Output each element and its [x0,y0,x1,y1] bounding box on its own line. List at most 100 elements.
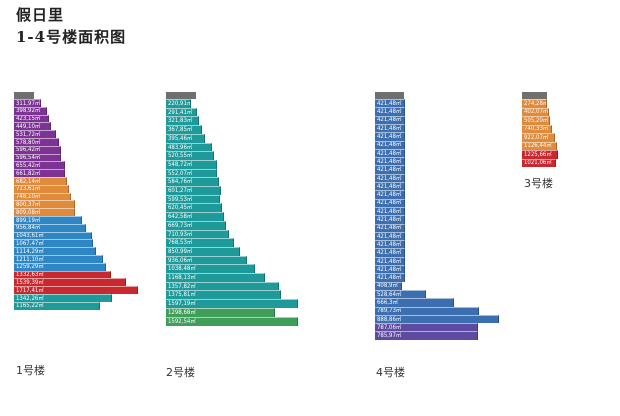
floor-area-label: 421,48㎡ [377,174,402,182]
floor-area-label: 1342,26㎡ [16,294,44,302]
floor-bar: 421,48㎡ [375,223,405,233]
building-1-label: 1号楼 [16,364,45,377]
floor-area-label: 421,48㎡ [377,257,402,265]
floor-bar: 599,53㎡ [166,194,221,204]
floor-area-label: 421,48㎡ [377,249,402,257]
floor-area-label: 548,72㎡ [168,160,193,168]
floor-bar: 421,48㎡ [375,99,405,108]
floor-area-label: 1298,68㎡ [168,308,196,316]
floor-bar: 421,48㎡ [375,123,405,133]
floor-area-label: 956,84㎡ [16,224,41,232]
floor-area-label: 1225,66㎡ [524,150,552,158]
floor-area-label: 655,42㎡ [16,161,41,169]
floor-area-label: 552,07㎡ [168,169,193,177]
floor-area-label: 661,82㎡ [16,169,41,177]
floor-bar: 423,15㎡ [14,114,49,123]
floor-area-label: 421,48㎡ [377,265,402,273]
floor-bar: 421,48㎡ [375,198,405,208]
roof-cap [522,92,547,99]
floor-area-label: 620,45㎡ [168,204,193,212]
floor-area-label: 421,48㎡ [377,99,402,107]
floor-area-label: 748,10㎡ [16,193,41,201]
floor-bar: 1168,13㎡ [166,273,265,283]
floor-bar: 922,07㎡ [522,133,555,142]
floor-bar: 710,93㎡ [166,229,230,239]
floor-area-label: 850,99㎡ [168,247,193,255]
floor-area-label: 787,06㎡ [377,323,402,331]
floor-bar: 449,10㎡ [14,122,51,131]
floor-bar: 748,10㎡ [14,192,72,201]
floor-area-label: 669,73㎡ [168,221,193,229]
floor-area-label: 1038,48㎡ [168,265,196,273]
floor-area-label: 740,33㎡ [524,125,549,133]
floor-area-label: 1021,06㎡ [524,159,552,167]
floor-area-label: 1332,63㎡ [16,271,44,279]
floor-area-label: 395,46㎡ [168,134,193,142]
floor-bar: 713,61㎡ [14,184,69,193]
floor-area-label: 402,07㎡ [524,108,549,116]
floor-bar: 552,07㎡ [166,168,217,178]
floor-area-label: 520,55㎡ [168,152,193,160]
floor-bar: 421,48㎡ [375,215,405,224]
floor-bar: 642,58㎡ [166,212,224,222]
floor-bar: 620,45㎡ [166,203,223,213]
building-4-label: 4号楼 [376,366,405,379]
floor-bar: 740,33㎡ [522,124,553,134]
floor-bar: 421,48㎡ [375,206,405,216]
floor-bar: 1332,63㎡ [14,270,112,279]
floor-area-label: 421,48㎡ [377,108,402,116]
floor-bar: 936,06㎡ [166,255,247,265]
floor-bar: 1298,68㎡ [166,307,275,317]
floor-area-label: 421,48㎡ [377,182,402,190]
floor-area-label: 1597,19㎡ [168,300,196,308]
floor-bar: 1259,29㎡ [14,262,107,271]
floor-bar: 421,48㎡ [375,190,405,199]
floor-bar: 1038,48㎡ [166,264,255,274]
building-3-stack: 274,28㎡ 402,07㎡ 505,20㎡ 740,33㎡ 922,07㎡ 1126,… [522,92,558,168]
floor-area-label: 1592,54㎡ [168,317,196,325]
floor-bar: 1165,22㎡ [14,301,100,310]
floor-bar: 655,42㎡ [14,161,65,170]
floor-bar: 682,14㎡ [14,177,67,186]
floor-bar: 1211,10㎡ [14,255,104,264]
floor-bar: 531,72㎡ [14,130,57,139]
floor-bar: 421,48㎡ [375,248,405,258]
floor-area-label: 311,97㎡ [16,99,41,107]
floor-bar: 421,48㎡ [375,173,405,183]
building-2-label: 2号楼 [166,366,195,379]
floor-area-label: 398,92㎡ [16,107,41,115]
floor-bar: 421,48㎡ [375,132,405,141]
page-title: 假日里 [16,6,65,24]
floor-bar: 601,27㎡ [166,186,221,196]
floor-bar: 1225,66㎡ [522,150,558,159]
floor-area-label: 505,20㎡ [524,116,549,124]
floor-area-label: 421,48㎡ [377,191,402,199]
floor-area-label: 421,48㎡ [377,274,402,282]
floor-area-label: 421,48㎡ [377,116,402,124]
floor-area-label: 578,80㎡ [16,138,41,146]
floor-bar: 596,54㎡ [14,153,61,162]
floor-bar: 291,41㎡ [166,107,197,117]
floor-area-label: 601,27㎡ [168,187,193,195]
floor-bar: 1114,29㎡ [14,247,97,256]
floor-area-label: 421,48㎡ [377,224,402,232]
building-4-stack: 421,48㎡ 421,48㎡ 421,48㎡ 421,48㎡ 421,48㎡ 421,4… [375,92,499,341]
floor-area-label: 421,48㎡ [377,232,402,240]
floor-area-label: 809,08㎡ [16,208,41,216]
floor-area-label: 599,53㎡ [168,195,193,203]
roof-cap [166,92,196,99]
floor-bar: 520,55㎡ [166,151,215,161]
floor-bar: 956,84㎡ [14,223,86,232]
floor-area-label: 274,28㎡ [524,99,547,107]
floor-bar: 421,48㎡ [375,265,405,274]
floor-area-label: 1067,47㎡ [16,239,44,247]
floor-area-label: 584,76㎡ [168,178,193,186]
floor-area-label: 291,41㎡ [168,108,193,116]
floor-area-label: 1717,41㎡ [16,286,44,294]
floor-bar: 505,20㎡ [522,116,550,125]
floor-bar: 809,08㎡ [14,208,76,217]
building-1-stack: 311,97㎡ 398,92㎡ 423,15㎡ 449,10㎡ 531,72㎡ 578,8… [14,92,138,310]
floor-area-label: 1043,61㎡ [16,232,44,240]
floor-area-label: 421,48㎡ [377,141,402,149]
floor-bar: 596,42㎡ [14,145,61,154]
